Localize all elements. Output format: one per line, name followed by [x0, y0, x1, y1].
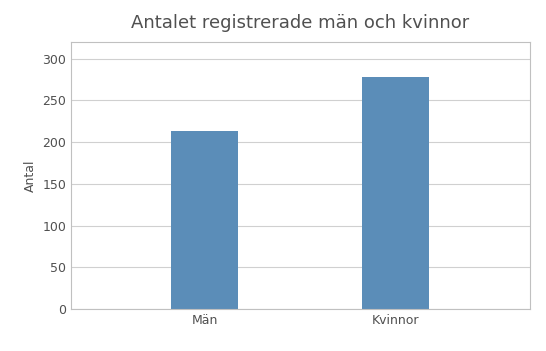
Y-axis label: Antal: Antal	[23, 159, 37, 192]
Bar	[363, 77, 429, 309]
Bar	[171, 131, 238, 309]
Title: Antalet registrerade män och kvinnor: Antalet registrerade män och kvinnor	[131, 14, 470, 32]
